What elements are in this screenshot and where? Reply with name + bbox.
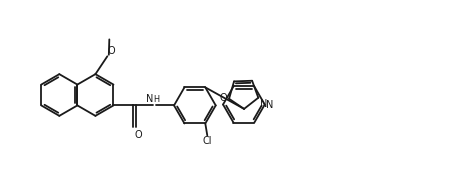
Text: O: O [220,93,228,103]
Text: Cl: Cl [202,136,212,146]
Text: N: N [146,94,153,104]
Text: N: N [260,99,267,109]
Text: H: H [154,95,160,104]
Text: O: O [108,46,116,56]
Text: N: N [266,100,274,109]
Text: O: O [135,130,142,140]
